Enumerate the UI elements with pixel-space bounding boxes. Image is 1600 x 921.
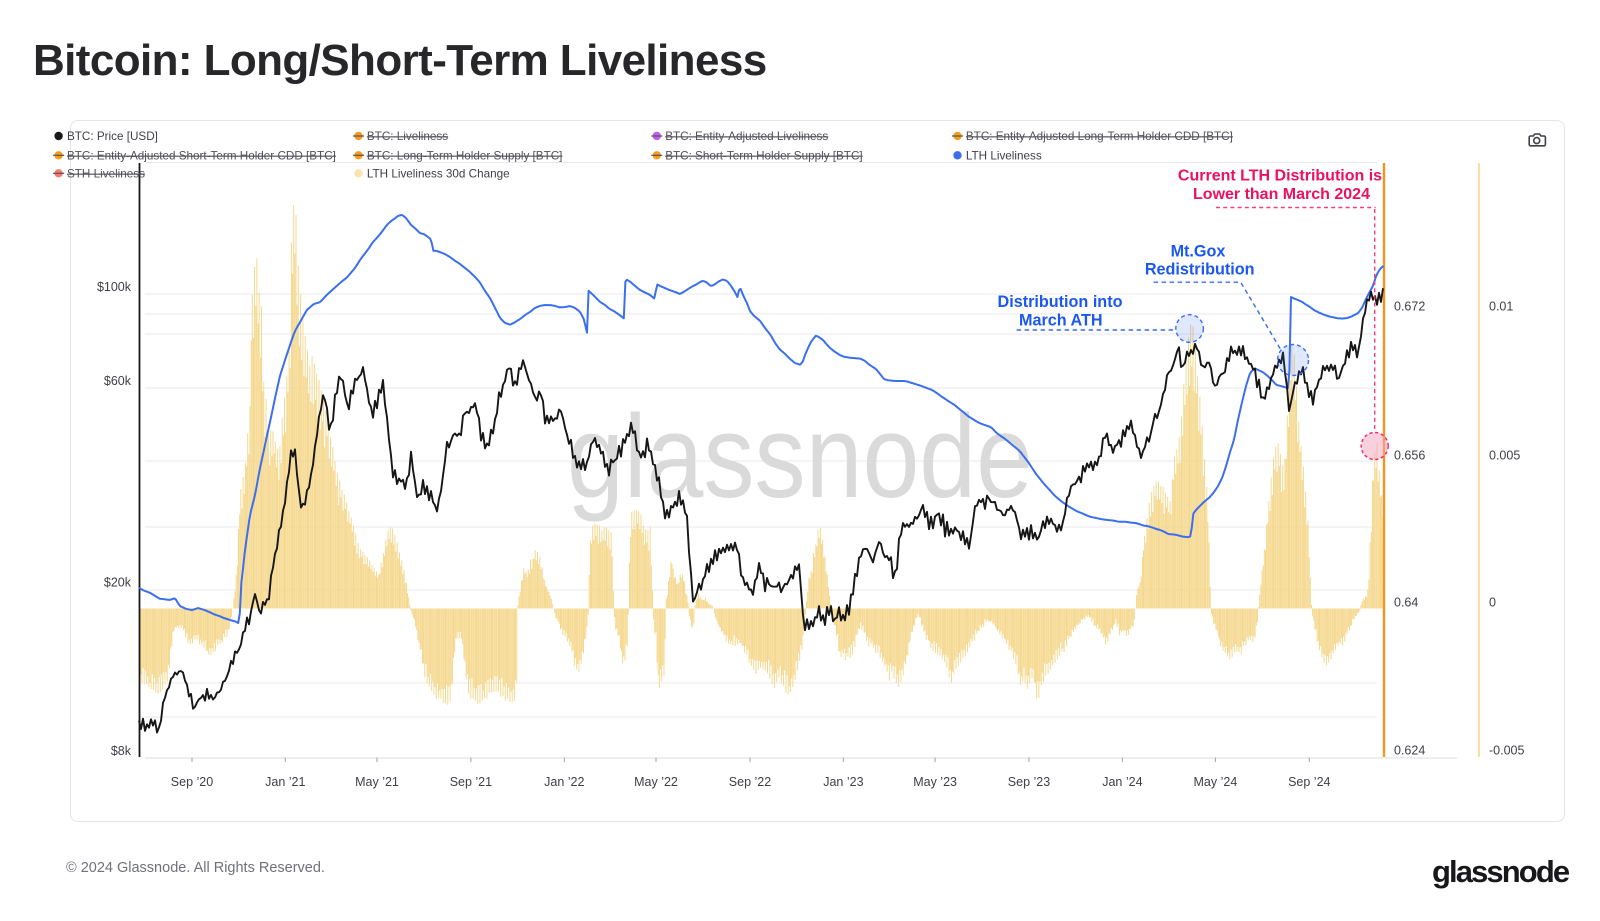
svg-text:0.64: 0.64 [1394, 596, 1418, 610]
svg-text:Sep ’21: Sep ’21 [450, 775, 492, 789]
svg-text:Sep ’20: Sep ’20 [171, 775, 213, 789]
svg-text:BTC: Liveliness: BTC: Liveliness [367, 130, 448, 143]
svg-text:Sep ’22: Sep ’22 [729, 775, 771, 789]
svg-text:BTC: Entity-Adjusted Livelines: BTC: Entity-Adjusted Liveliness [665, 130, 828, 143]
svg-text:0: 0 [1489, 596, 1496, 610]
svg-text:0.01: 0.01 [1489, 300, 1513, 314]
svg-text:STH Liveliness: STH Liveliness [67, 168, 145, 181]
svg-text:May ’21: May ’21 [355, 775, 399, 789]
svg-text:Jan ’24: Jan ’24 [1102, 775, 1142, 789]
svg-text:Jan ’23: Jan ’23 [823, 775, 863, 789]
svg-text:$8k: $8k [111, 744, 132, 758]
svg-text:$60k: $60k [104, 374, 132, 388]
svg-text:Redistribution: Redistribution [1145, 260, 1255, 278]
svg-text:$20k: $20k [104, 576, 132, 590]
svg-text:May ’23: May ’23 [913, 775, 957, 789]
svg-text:BTC: Long-Term Holder Supply [: BTC: Long-Term Holder Supply [BTC] [367, 150, 563, 163]
svg-text:Sep ’24: Sep ’24 [1288, 775, 1330, 789]
svg-text:0.005: 0.005 [1489, 449, 1520, 463]
svg-text:BTC: Entity-Adjusted Long-Term: BTC: Entity-Adjusted Long-Term Holder CD… [966, 130, 1233, 143]
svg-text:$100k: $100k [97, 280, 132, 294]
svg-text:Jan ’21: Jan ’21 [265, 775, 305, 789]
svg-text:Current LTH Distribution is: Current LTH Distribution is [1178, 168, 1382, 185]
svg-text:Jan ’22: Jan ’22 [544, 775, 584, 789]
svg-text:Lower than March 2024: Lower than March 2024 [1193, 186, 1370, 203]
svg-text:-0.005: -0.005 [1489, 744, 1524, 758]
svg-text:May ’22: May ’22 [634, 775, 678, 789]
svg-text:LTH Liveliness: LTH Liveliness [966, 150, 1042, 163]
svg-text:BTC: Price [USD]: BTC: Price [USD] [67, 130, 158, 143]
svg-text:Mt.Gox: Mt.Gox [1171, 243, 1226, 261]
svg-text:BTC: Short-Term Holder Supply: BTC: Short-Term Holder Supply [BTC] [665, 150, 862, 163]
svg-text:0.624: 0.624 [1394, 744, 1425, 758]
svg-text:Distribution into: Distribution into [998, 293, 1123, 311]
svg-text:LTH Liveliness 30d Change: LTH Liveliness 30d Change [367, 168, 510, 181]
svg-text:May ’24: May ’24 [1194, 775, 1238, 789]
svg-text:March ATH: March ATH [1019, 312, 1103, 330]
svg-text:Sep ’23: Sep ’23 [1008, 775, 1050, 789]
svg-text:0.672: 0.672 [1394, 300, 1425, 314]
svg-text:BTC: Entity-Adjusted Short-Ter: BTC: Entity-Adjusted Short-Term Holder C… [67, 150, 336, 163]
svg-text:0.656: 0.656 [1394, 449, 1425, 463]
